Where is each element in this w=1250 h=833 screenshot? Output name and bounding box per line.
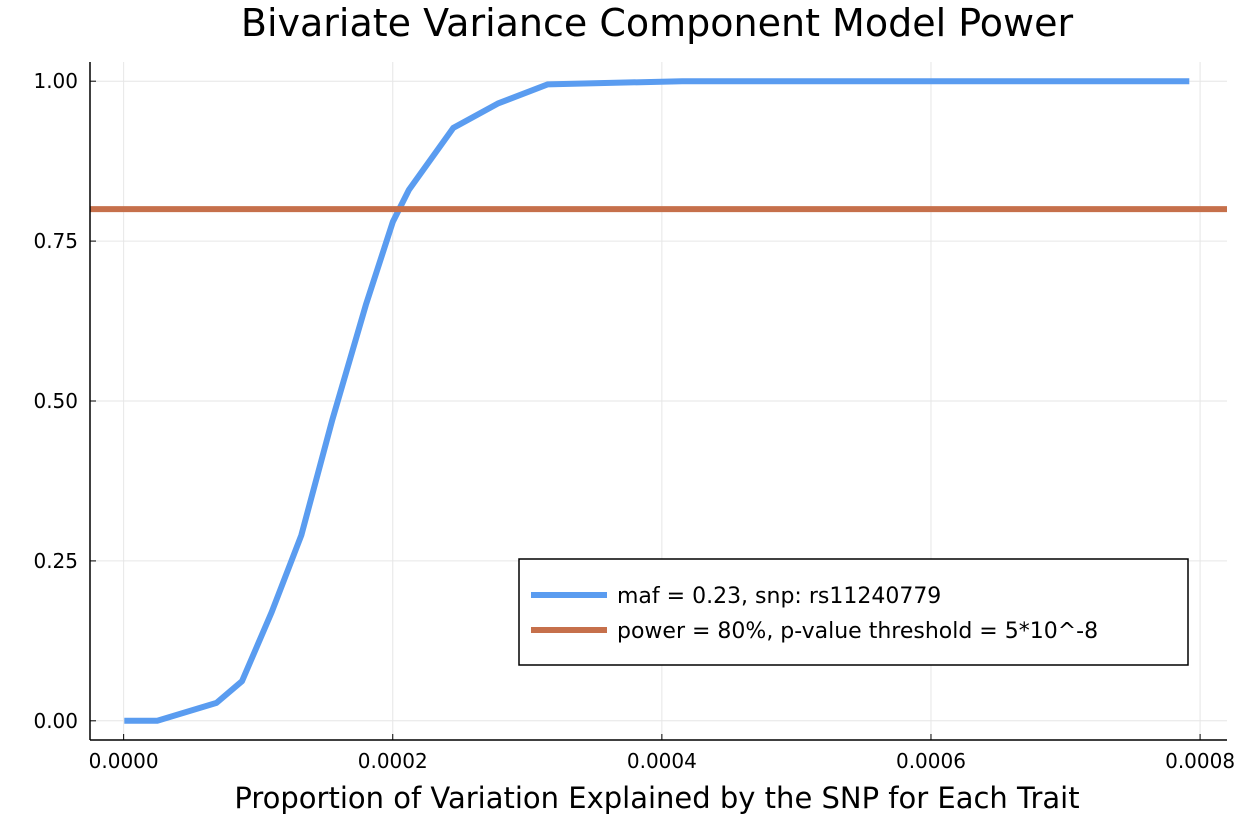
tick-labels: 0.0000 0.0002 0.0004 0.0006 0.0008 0.00 0.25 0.… <box>33 69 1235 773</box>
legend-label-power-curve: maf = 0.23, snp: rs11240779 <box>617 584 941 609</box>
legend-box <box>518 558 1189 666</box>
y-tick-label: 0.75 <box>33 229 78 253</box>
power-curve-line <box>124 78 1190 724</box>
legend-label-threshold: power = 80%, p-value threshold = 5*10^-8 <box>617 619 1098 644</box>
x-tick-label: 0.0006 <box>896 749 966 773</box>
x-tick-label: 0.0008 <box>1165 749 1235 773</box>
x-tick-label: 0.0004 <box>627 749 697 773</box>
y-tick-label: 0.50 <box>33 389 78 413</box>
x-axis-label: Proportion of Variation Explained by the… <box>234 781 1079 815</box>
x-tick-label: 0.0002 <box>358 749 428 773</box>
y-tick-label: 0.25 <box>33 549 78 573</box>
x-tick-label: 0.0000 <box>89 749 159 773</box>
chart-title: Bivariate Variance Component Model Power <box>241 1 1074 45</box>
axes <box>89 62 1227 741</box>
legend: maf = 0.23, snp: rs11240779 power = 80%,… <box>518 558 1189 666</box>
y-tick-label: 0.00 <box>33 709 78 733</box>
y-tick-label: 1.00 <box>33 69 78 93</box>
series-lines <box>90 78 1227 724</box>
